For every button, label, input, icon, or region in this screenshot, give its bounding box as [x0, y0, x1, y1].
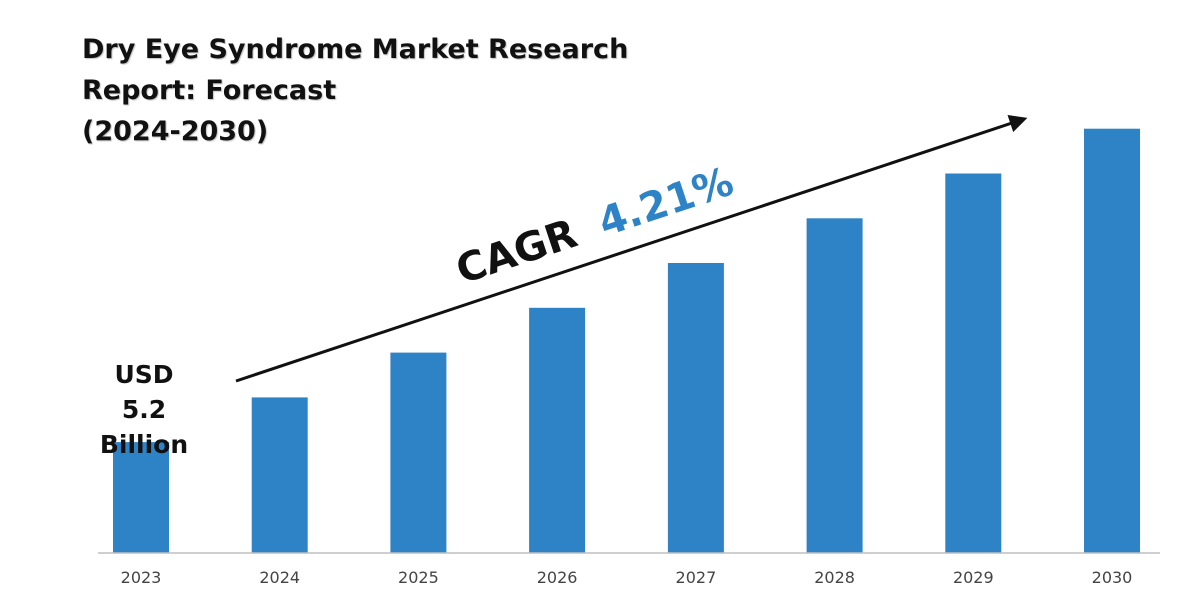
x-tick-label: 2023	[121, 568, 162, 587]
x-tick-label: 2026	[537, 568, 578, 587]
x-tick-label: 2029	[953, 568, 994, 587]
bar-2028	[806, 218, 863, 554]
chart-title-line-2: Report: Forecast	[82, 75, 336, 106]
bars-group	[113, 128, 1140, 554]
x-tick-label: 2028	[814, 568, 855, 587]
bar-2026	[529, 307, 586, 553]
bar-2029	[945, 173, 1002, 553]
base-value-scale: Billion	[100, 430, 188, 459]
x-tick-label: 2024	[259, 568, 300, 587]
bar-2030	[1084, 128, 1140, 553]
x-tick-label: 2027	[676, 568, 717, 587]
base-value-unit: USD	[114, 360, 173, 389]
x-tick-labels: 2023 2024 2025 2026 2027 2028 2029 2030	[121, 568, 1133, 587]
growth-arrow	[235, 115, 1028, 383]
cagr-prefix: CAGR	[451, 211, 583, 294]
bar-2024	[251, 397, 308, 553]
x-tick-label: 2025	[398, 568, 439, 587]
chart-title-line-3: (2024-2030)	[82, 116, 268, 147]
x-tick-label: 2030	[1092, 568, 1133, 587]
bar-2023	[113, 442, 169, 553]
chart-title-line-1: Dry Eye Syndrome Market Research	[82, 34, 628, 65]
cagr-value: 4.21%	[593, 159, 739, 246]
base-value-number: 5.2	[122, 395, 166, 424]
bar-2025	[390, 352, 447, 553]
bar-2027	[667, 263, 724, 553]
